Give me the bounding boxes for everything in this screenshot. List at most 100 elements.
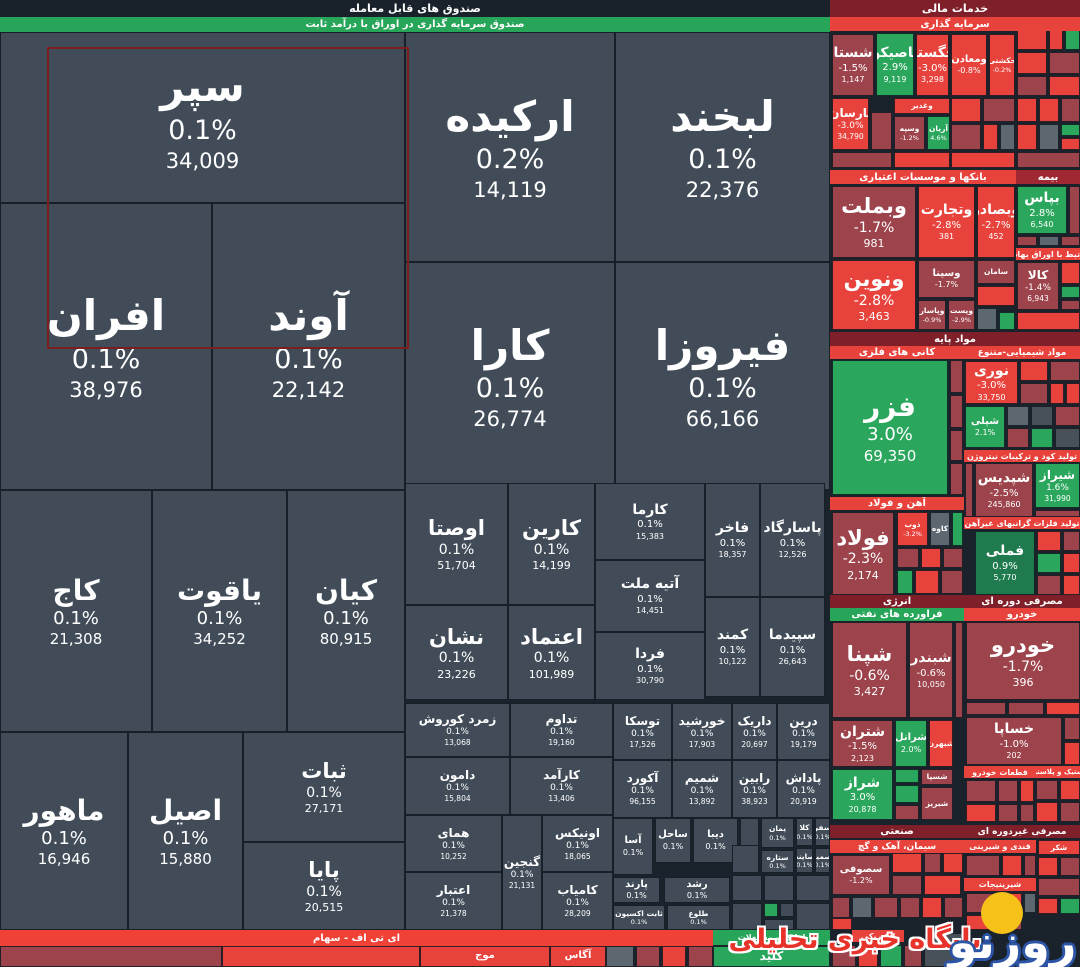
tile-micro[interactable]	[1008, 702, 1044, 715]
tile-micro[interactable]	[950, 395, 963, 428]
tile-micro[interactable]	[1064, 742, 1080, 765]
tile-micro[interactable]	[895, 769, 919, 783]
tile-micro[interactable]	[983, 98, 1015, 122]
tile-شبهرن[interactable]: شبهرن	[929, 720, 953, 767]
tile-micro[interactable]	[1017, 152, 1080, 168]
tile-micro[interactable]	[832, 152, 892, 168]
tile-رابین[interactable]: رابین 0.1% 38,923	[732, 760, 777, 818]
tile-micro[interactable]	[924, 853, 941, 873]
tile-micro[interactable]	[1061, 262, 1080, 284]
tile-ماهور[interactable]: ماهور 0.1% 16,946	[0, 732, 128, 930]
tile-اصیل[interactable]: اصیل 0.1% 15,880	[128, 732, 243, 930]
tile-micro[interactable]	[1000, 124, 1015, 150]
tile-سامان[interactable]: سامان	[977, 260, 1015, 284]
tile-آتیه ملت[interactable]: آتیه ملت 0.1% 14,451	[595, 560, 705, 632]
tile-micro[interactable]	[871, 112, 892, 150]
tile-micro[interactable]	[977, 286, 1015, 306]
tile-دامون[interactable]: دامون 0.1% 15,804	[405, 757, 510, 815]
tile-فزر[interactable]: فزر 3.0% 69,350	[832, 360, 948, 495]
tile-micro[interactable]	[922, 897, 942, 918]
tile-خودرو[interactable]: خودرو -1.7% 396	[966, 622, 1080, 700]
tile-شپلی[interactable]: شپلی 2.1%	[965, 406, 1005, 448]
tile-شپنا[interactable]: شپنا -0.6% 3,427	[832, 622, 907, 718]
tile-micro[interactable]	[998, 780, 1018, 802]
tile-آریان[interactable]: آریان 4.6%	[927, 116, 950, 150]
tile-كالا[interactable]: كالا -1.4% 6,943	[1017, 262, 1059, 310]
tile-micro[interactable]	[1039, 236, 1059, 246]
tile-ساحل[interactable]: ساحل 0.1%	[655, 818, 691, 863]
tile-وغدیر[interactable]: وغدیر	[894, 98, 950, 114]
tile-سپر[interactable]: سپر 0.1% 34,009	[0, 32, 405, 203]
tile-micro[interactable]	[1017, 52, 1047, 74]
tile-رشد[interactable]: رشد 0.1%	[664, 877, 730, 903]
tile-آوند[interactable]: آوند 0.1% 22,142	[212, 203, 405, 490]
tile-پاسارگاد[interactable]: پاسارگاد 0.1% 12,526	[760, 483, 825, 597]
tile-micro[interactable]	[1017, 124, 1037, 150]
tile-micro[interactable]	[1055, 428, 1080, 448]
tile-micro[interactable]	[1031, 406, 1053, 426]
tile-micro[interactable]	[1039, 124, 1059, 150]
tile-فیروزا[interactable]: فیروزا 0.1% 66,166	[615, 262, 830, 490]
tile-ونوین[interactable]: ونوین -2.8% 3,463	[832, 260, 916, 330]
tile-micro[interactable]	[951, 98, 981, 122]
tile-micro[interactable]	[977, 308, 997, 330]
tile-لبخند[interactable]: لبخند 0.1% 22,376	[615, 32, 830, 262]
tile-micro[interactable]	[921, 548, 941, 568]
tile-micro[interactable]	[1038, 898, 1058, 914]
tile-micro[interactable]	[1036, 780, 1058, 800]
tile-كاج[interactable]: كاج 0.1% 21,308	[0, 490, 152, 732]
tile-micro[interactable]	[966, 702, 1006, 715]
tile-خگستر[interactable]: خگستر-3.0%3,298	[916, 34, 949, 96]
tile-micro[interactable]	[924, 875, 961, 895]
tile-micro[interactable]	[636, 946, 660, 967]
tile-شیراز[interactable]: شیراز 1.6% 31,990	[1035, 463, 1080, 508]
tile-كامیاب[interactable]: كامیاب 0.1% 28,209	[542, 872, 613, 930]
tile-بپاس[interactable]: بپاس 2.8% 6,540	[1017, 186, 1067, 234]
tile-micro[interactable]	[1069, 186, 1080, 234]
tile-micro[interactable]	[915, 570, 939, 594]
tile-micro[interactable]	[1031, 428, 1053, 448]
tile-micro[interactable]	[1037, 531, 1061, 551]
tile-micro[interactable]	[832, 918, 852, 930]
tile-كارا[interactable]: كارا 0.1% 26,774	[405, 262, 615, 490]
tile-micro[interactable]	[1050, 383, 1064, 404]
tile-آكورد[interactable]: آكورد 0.1% 96,155	[613, 760, 672, 818]
tile-micro[interactable]	[0, 946, 222, 967]
tile-micro[interactable]	[1017, 76, 1047, 96]
tile-كارما[interactable]: كارما 0.1% 15,383	[595, 483, 705, 560]
tile-شبریز[interactable]: شبریز	[921, 787, 953, 820]
tile-سصوفی[interactable]: سصوفی -1.2%	[832, 855, 890, 895]
tile-فردا[interactable]: فردا 0.1% 30,790	[595, 632, 705, 700]
tile-micro[interactable]	[1017, 30, 1047, 50]
tile-شمیم[interactable]: شمیم 0.1% 13,892	[672, 760, 732, 818]
tile-اركیده[interactable]: اركیده 0.2% 14,119	[405, 32, 615, 262]
tile-micro[interactable]	[1061, 236, 1080, 246]
tile-micro[interactable]	[1061, 300, 1080, 310]
tile-micro[interactable]	[1060, 780, 1080, 800]
tile-micro[interactable]	[944, 897, 963, 918]
tile-كیان[interactable]: كیان 0.1% 80,915	[287, 490, 405, 732]
tile-micro[interactable]	[780, 903, 794, 917]
tile-micro[interactable]	[1024, 855, 1036, 876]
tile-micro[interactable]	[1061, 286, 1080, 298]
tile-آسا[interactable]: آسا 0.1%	[613, 818, 653, 875]
tile-micro[interactable]	[1064, 717, 1080, 740]
tile-طلوع[interactable]: طلوع 0.1%	[667, 905, 730, 930]
tile-شستا[interactable]: شستا -1.5% 1,147	[832, 34, 874, 96]
tile-فاخر[interactable]: فاخر 0.1% 18,357	[705, 483, 760, 597]
tile-شکر[interactable]: شکر	[1038, 840, 1080, 855]
tile-كارین[interactable]: كارین 0.1% 14,199	[508, 483, 595, 605]
tile-micro[interactable]	[966, 804, 996, 822]
tile-micro[interactable]	[732, 903, 762, 930]
tile-صایند[interactable]: صایند0.1%	[796, 848, 813, 873]
tile-micro[interactable]	[764, 919, 794, 930]
tile-شسپا[interactable]: شسپا	[921, 769, 953, 785]
tile-micro[interactable]	[1020, 383, 1048, 404]
tile-micro[interactable]	[764, 903, 778, 917]
tile-ثبات[interactable]: ثبات 0.1% 27,171	[243, 732, 405, 842]
tile-micro[interactable]	[852, 897, 872, 918]
tile-یمان[interactable]: یمان 0.1%	[761, 818, 794, 848]
tile-micro[interactable]	[966, 855, 1000, 876]
tile-اوصتا[interactable]: اوصتا 0.1% 51,704	[405, 483, 508, 605]
tile-micro[interactable]	[998, 804, 1018, 822]
